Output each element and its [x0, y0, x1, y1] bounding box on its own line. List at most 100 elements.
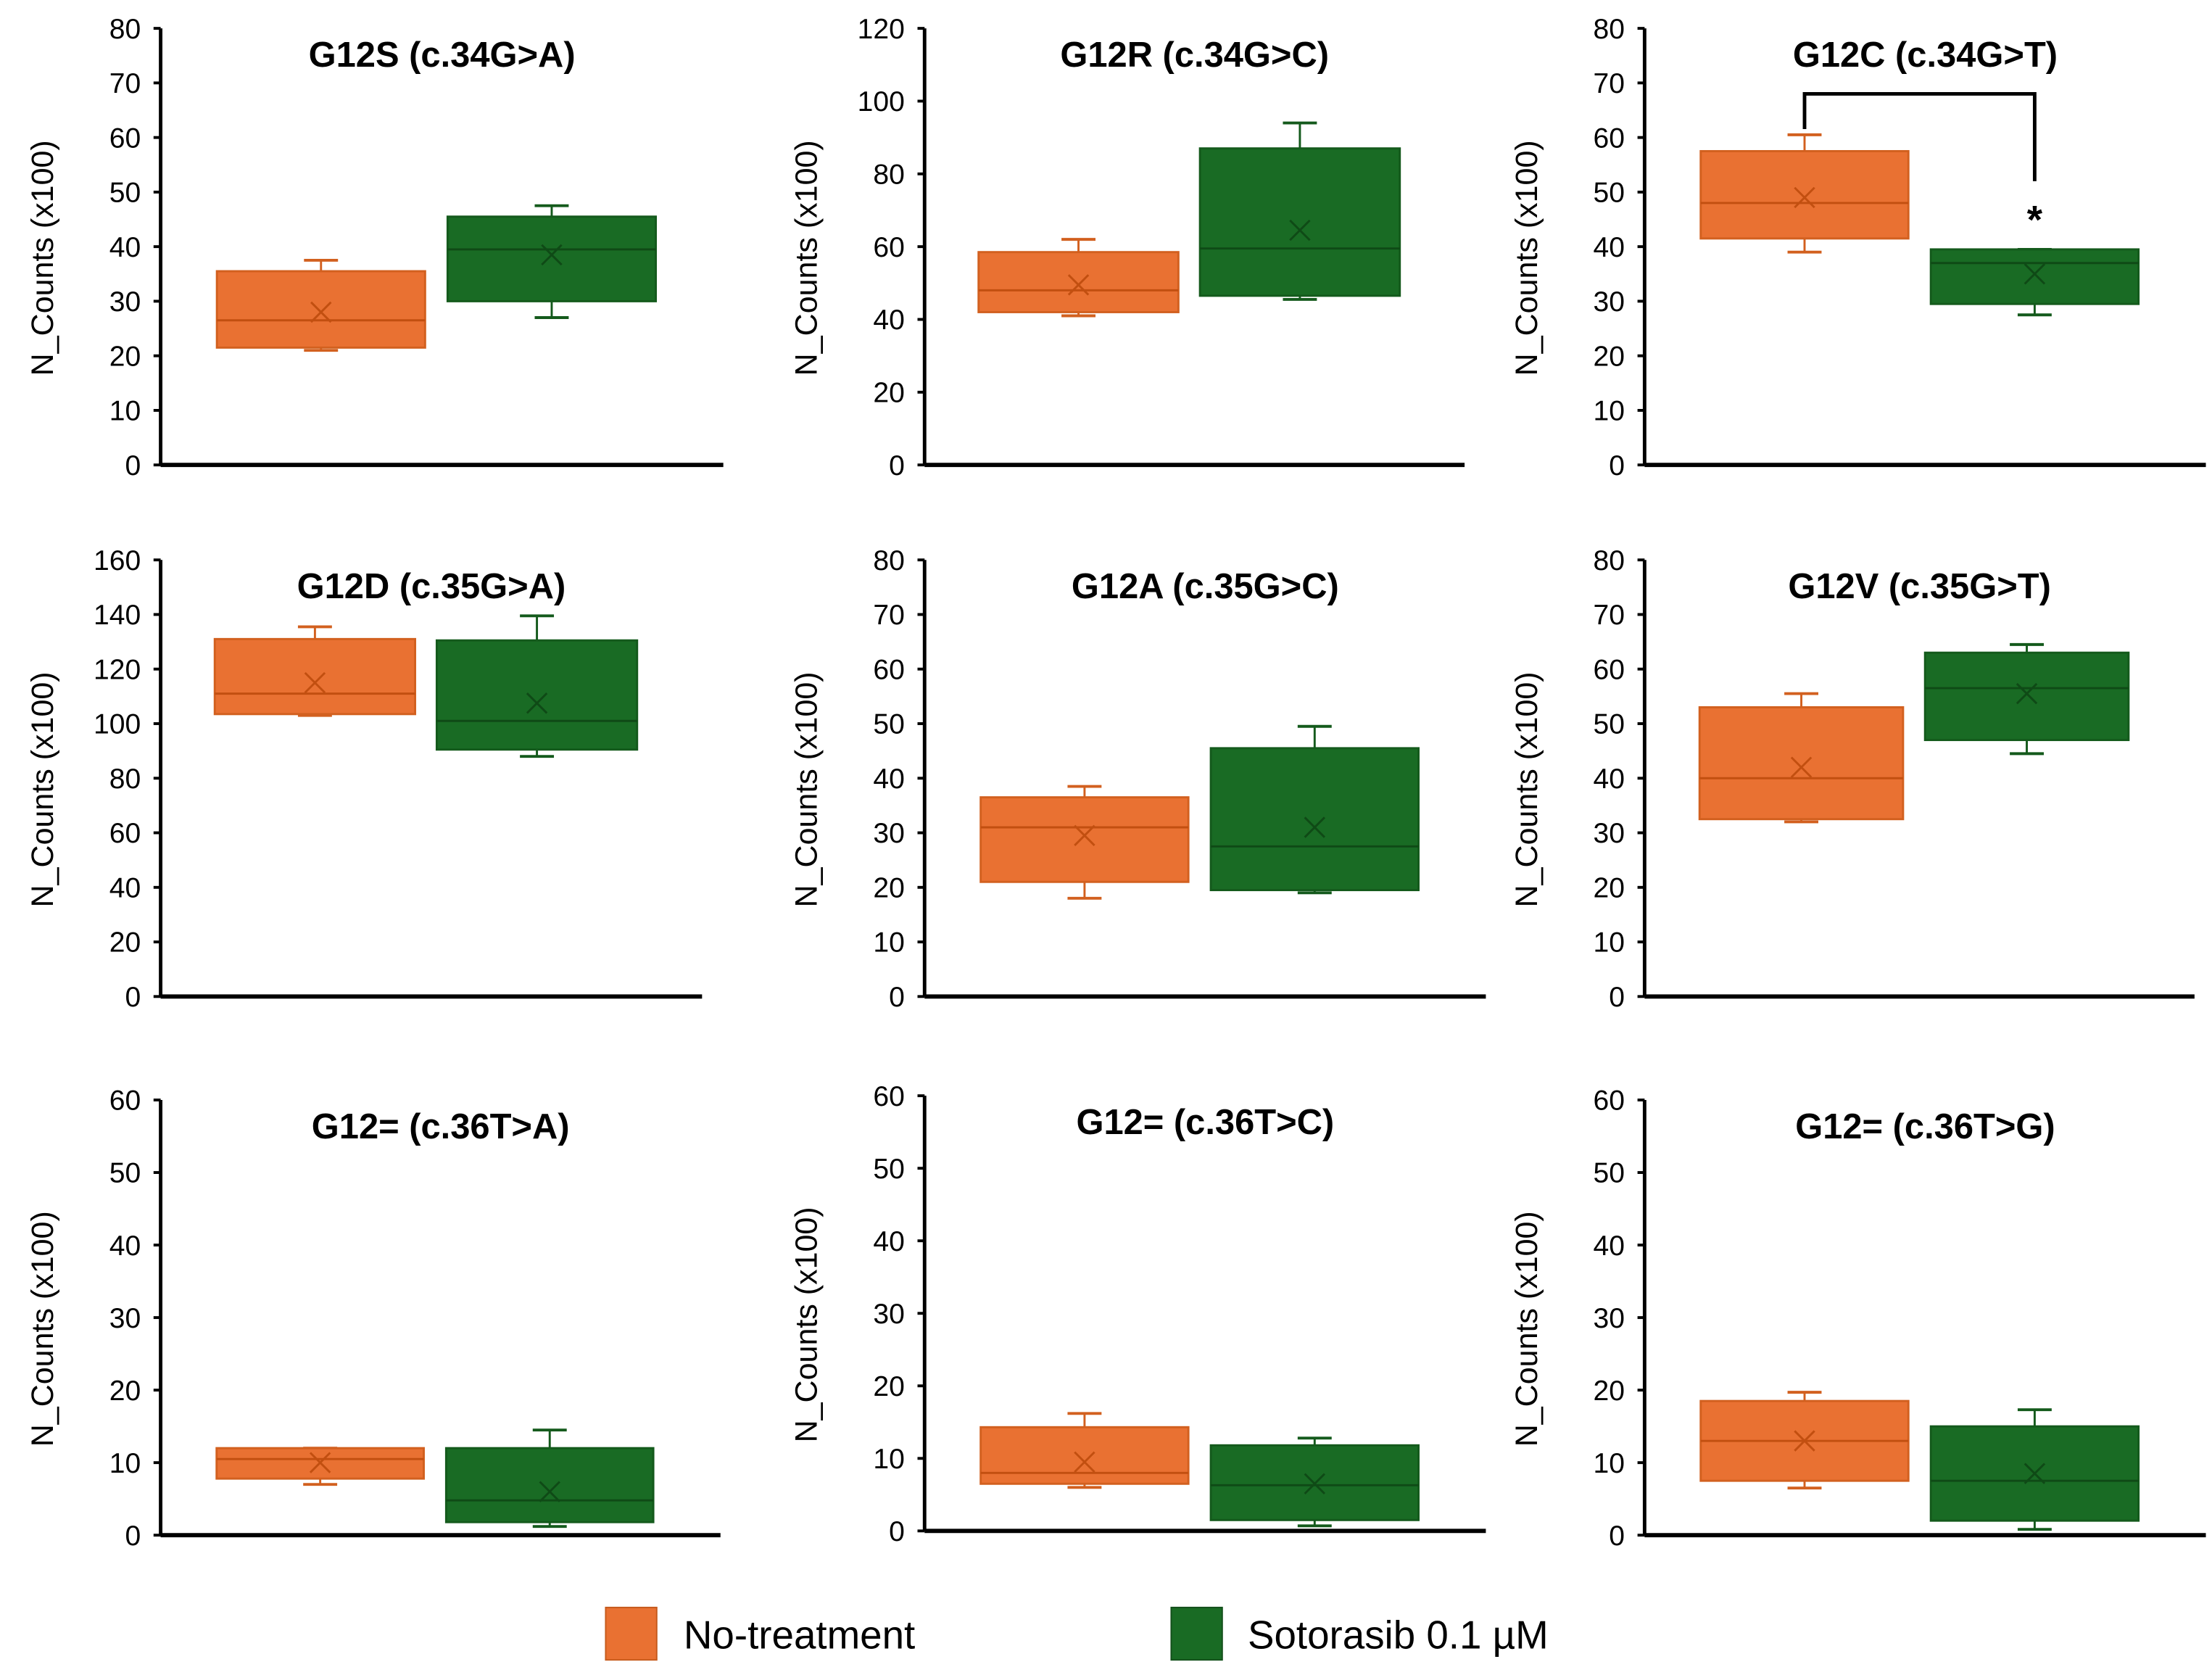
y-tick-label: 80 [109, 764, 141, 795]
y-axis-label: N_Counts (x100) [25, 671, 60, 907]
panel-7: 0 10 20 30 40 50 60 N_Counts (x100) G12= (c.36T>… [25, 1085, 721, 1552]
box-iqr [213, 637, 417, 716]
panel-title: G12D (c.35G>A) [297, 567, 566, 606]
y-tick-label: 30 [1594, 286, 1625, 318]
y-tick-label: 30 [1594, 1303, 1625, 1334]
y-tick-label: 0 [1609, 1521, 1625, 1552]
y-tick-label: 60 [109, 123, 141, 154]
box-no-treatment [215, 1447, 425, 1486]
significance-label: * [2027, 197, 2043, 241]
mean-marker [2016, 682, 2038, 705]
y-tick-label: 40 [109, 872, 141, 903]
y-tick-label: 60 [873, 654, 904, 685]
box-iqr [1209, 747, 1420, 892]
mean-marker [310, 301, 332, 323]
box-iqr [977, 251, 1180, 313]
y-tick-label: 50 [109, 1158, 141, 1189]
y-tick-label: 70 [1594, 600, 1625, 631]
y-tick-label: 0 [125, 450, 141, 481]
y-tick-label: 30 [873, 1299, 904, 1330]
y-tick-label: 160 [94, 545, 141, 576]
y-tick-label: 80 [873, 159, 904, 190]
y-tick-label: 50 [1594, 178, 1625, 209]
y-tick-label: 0 [125, 982, 141, 1013]
mean-marker [309, 1452, 331, 1473]
box-sotorasib [444, 1428, 655, 1529]
y-tick-label: 80 [873, 545, 904, 576]
y-tick-label: 10 [1594, 1448, 1625, 1479]
y-tick-label: 80 [109, 14, 141, 45]
mean-marker [1067, 274, 1090, 296]
y-tick-label: 20 [1594, 1376, 1625, 1407]
box-iqr [215, 270, 426, 349]
y-tick-label: 20 [1594, 341, 1625, 372]
panel-4: 0 20 40 60 80 100 120 140 160 N_Counts (x100) G12D… [25, 545, 703, 1013]
y-tick-label: 20 [873, 1371, 904, 1402]
box-no-treatment [1698, 692, 1905, 824]
mean-marker [1074, 1451, 1095, 1473]
y-tick-label: 60 [873, 1081, 904, 1112]
y-tick-label: 60 [1594, 123, 1625, 154]
mean-marker [1790, 756, 1813, 778]
y-tick-label: 70 [1594, 68, 1625, 99]
y-tick-label: 20 [873, 872, 904, 903]
significance-bracket [1802, 91, 2037, 181]
mean-marker [1304, 816, 1326, 838]
y-tick-label: 50 [873, 1154, 904, 1185]
y-tick-label: 80 [1594, 545, 1625, 576]
y-tick-label: 40 [873, 305, 904, 336]
box-no-treatment [977, 238, 1180, 318]
y-tick-label: 30 [1594, 818, 1625, 849]
mean-marker [2023, 263, 2046, 285]
y-tick-label: 70 [873, 600, 904, 631]
y-axis-label: N_Counts (x100) [1509, 671, 1544, 907]
box-iqr [979, 1426, 1190, 1485]
y-tick-label: 60 [1594, 1085, 1625, 1117]
panel-title: G12R (c.34G>C) [1060, 36, 1329, 75]
y-tick-label: 20 [109, 927, 141, 959]
y-tick-label: 40 [109, 232, 141, 263]
box-iqr [1923, 651, 2130, 742]
box-iqr [979, 796, 1190, 883]
panel-title: G12C (c.34G>T) [1793, 36, 2058, 75]
y-tick-label: 0 [889, 982, 905, 1013]
box-sotorasib [1209, 724, 1420, 895]
box-iqr [1698, 706, 1905, 821]
panel-8: 0 10 20 30 40 50 60 N_Counts (x100) G12= (c.36T>… [790, 1081, 1486, 1547]
legend: No-treatment Sotorasib 0.1 µM [605, 1606, 1549, 1661]
box-no-treatment [979, 785, 1190, 900]
box-iqr [1929, 248, 2140, 305]
y-axis-label: N_Counts (x100) [790, 1207, 824, 1442]
legend-label-sotorasib: Sotorasib 0.1 µM [1248, 1613, 1549, 1658]
y-tick-label: 20 [1594, 872, 1625, 903]
box-sotorasib [1929, 1408, 2140, 1531]
panel-title: G12= (c.36T>A) [312, 1107, 570, 1146]
y-tick-label: 20 [109, 341, 141, 372]
y-tick-label: 0 [1609, 450, 1625, 481]
mean-marker [1794, 1430, 1815, 1452]
y-tick-label: 10 [873, 1444, 904, 1475]
y-tick-label: 10 [1594, 396, 1625, 427]
panel-title: G12= (c.36T>G) [1795, 1107, 2055, 1146]
panel-5: 0 10 20 30 40 50 60 70 80 N_Counts (x100) G12A (c.… [790, 545, 1486, 1013]
y-tick-label: 30 [109, 286, 141, 318]
y-axis-label: N_Counts (x100) [25, 1211, 60, 1447]
y-tick-label: 60 [1594, 654, 1625, 685]
y-tick-label: 20 [873, 378, 904, 409]
mean-marker [1304, 1473, 1326, 1495]
box-sotorasib [1198, 121, 1401, 301]
box-no-treatment [979, 1412, 1190, 1489]
y-tick-label: 10 [109, 396, 141, 427]
y-tick-label: 0 [889, 1516, 905, 1547]
panel-2: 0 20 40 60 80 100 120 N_Counts (x100) G12R (c.34… [790, 14, 1465, 481]
box-iqr [435, 639, 639, 751]
mean-marker [1289, 219, 1311, 241]
y-tick-label: 0 [1609, 982, 1625, 1013]
box-iqr [1699, 149, 1910, 240]
y-axis-label: N_Counts (x100) [25, 140, 60, 376]
y-tick-label: 70 [109, 68, 141, 99]
y-axis-label: N_Counts (x100) [790, 671, 824, 907]
box-sotorasib [1923, 642, 2130, 756]
mean-marker [1794, 186, 1815, 209]
y-tick-label: 10 [1594, 927, 1625, 959]
